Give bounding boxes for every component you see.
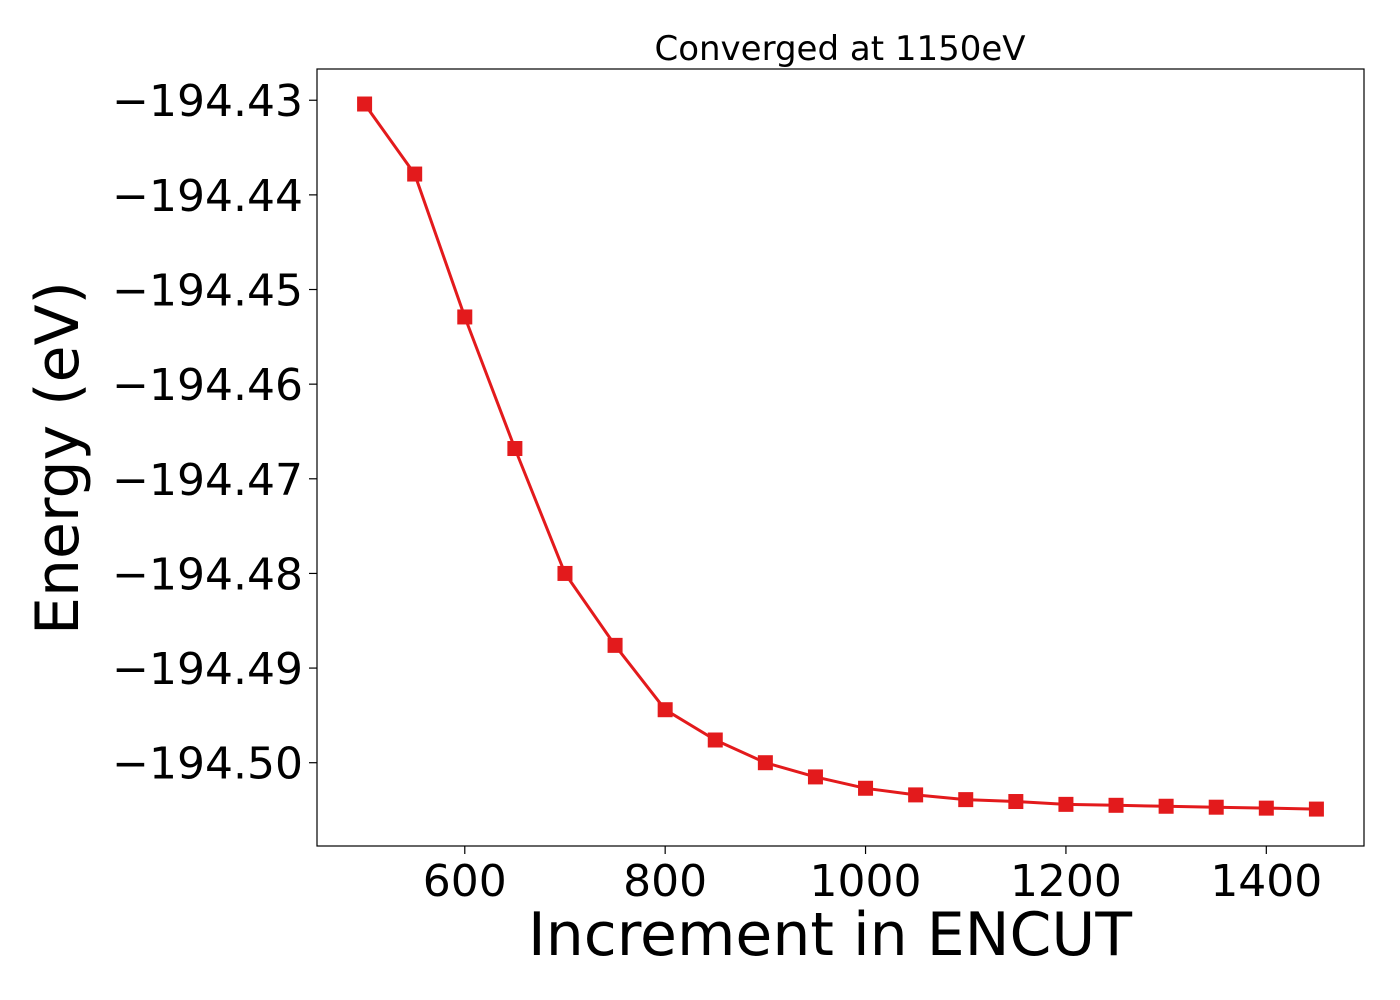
data-point-marker — [607, 637, 623, 653]
y-tick-label: −194.48 — [112, 549, 303, 600]
data-point-marker — [1108, 797, 1124, 813]
y-tick-label: −194.50 — [112, 739, 303, 790]
data-point-marker — [407, 166, 423, 182]
data-point-marker — [557, 565, 573, 581]
data-point-marker — [1308, 801, 1324, 817]
data-point-marker — [1258, 800, 1274, 816]
y-tick-label: −194.46 — [112, 360, 303, 411]
y-tick-label: −194.44 — [112, 171, 303, 222]
x-tick-label: 1000 — [810, 856, 922, 907]
x-tick-label: 1200 — [1010, 856, 1122, 907]
x-tick-label: 800 — [623, 856, 707, 907]
chart-title: Converged at 1150eV — [654, 29, 1025, 69]
data-point-marker — [757, 755, 773, 771]
plot-area-frame — [316, 68, 1365, 847]
y-tick-label: −194.43 — [112, 76, 303, 127]
series-markers — [357, 96, 1324, 817]
data-point-marker — [1058, 796, 1074, 812]
x-axis: 600 800 1000 1200 1400 — [423, 846, 1322, 907]
data-point-marker — [657, 702, 673, 718]
y-tick-label: −194.47 — [112, 455, 303, 506]
data-point-marker — [1158, 798, 1174, 814]
data-point-marker — [807, 769, 823, 785]
data-point-marker — [1008, 794, 1024, 810]
data-point-marker — [858, 780, 874, 796]
data-point-marker — [1208, 799, 1224, 815]
y-axis-label: Energy (eV) — [23, 281, 93, 635]
data-point-marker — [457, 309, 473, 325]
series-line — [363, 103, 1317, 811]
x-tick-label: 600 — [423, 856, 507, 907]
data-point-marker — [507, 441, 523, 457]
y-tick-label: −194.49 — [112, 644, 303, 695]
data-point-marker — [908, 787, 924, 803]
x-axis-label: Increment in ENCUT — [528, 900, 1132, 970]
x-tick-label: 1400 — [1210, 856, 1322, 907]
data-point-marker — [958, 792, 974, 808]
data-point-marker — [707, 732, 723, 748]
data-point-marker — [357, 96, 373, 112]
y-axis: −194.43 −194.44 −194.45 −194.46 −194.47 −194.… — [112, 76, 317, 790]
y-tick-label: −194.45 — [112, 266, 303, 317]
